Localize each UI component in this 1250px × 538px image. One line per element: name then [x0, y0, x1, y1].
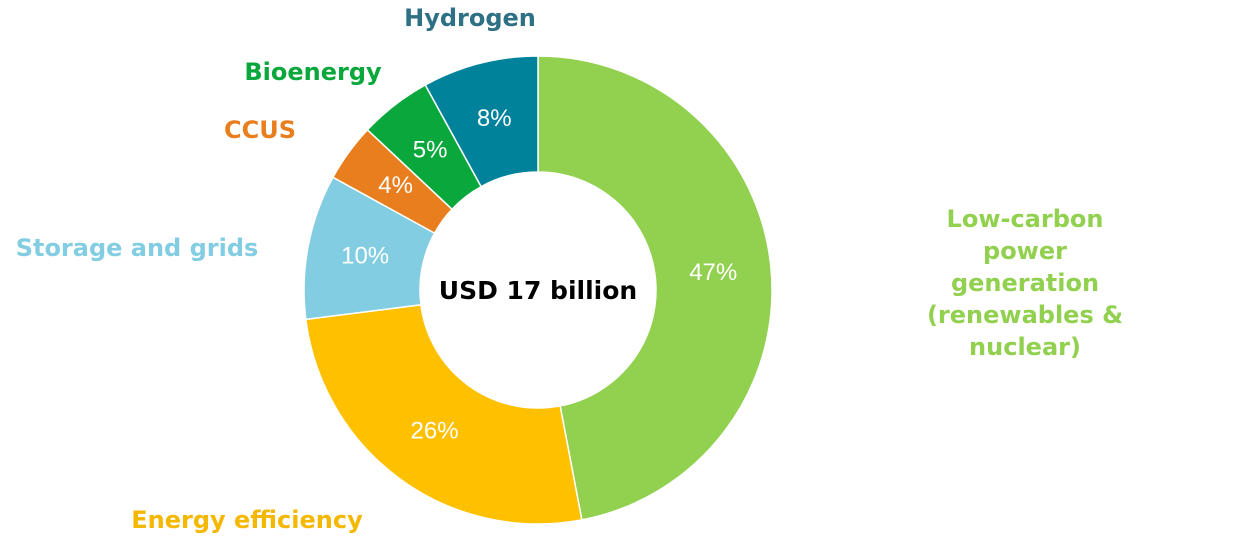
value-label: 47%	[689, 259, 737, 286]
donut-slice	[537, 55, 773, 521]
value-label: 4%	[378, 172, 413, 199]
center-label: USD 17 billion	[439, 276, 637, 305]
category-label: CCUS	[224, 116, 296, 144]
value-label: 26%	[411, 418, 459, 445]
category-label: Low-carbon power generation (renewables …	[926, 205, 1124, 361]
donut-slice	[305, 303, 583, 525]
category-label: Storage and grids	[15, 234, 259, 262]
donut-slice	[424, 55, 539, 188]
category-label: Bioenergy	[244, 58, 382, 86]
category-label: Energy efficiency	[131, 506, 363, 534]
value-label: 10%	[341, 242, 389, 269]
value-label: 8%	[477, 105, 512, 132]
category-label: Hydrogen	[404, 4, 536, 32]
value-label: 5%	[413, 136, 448, 163]
